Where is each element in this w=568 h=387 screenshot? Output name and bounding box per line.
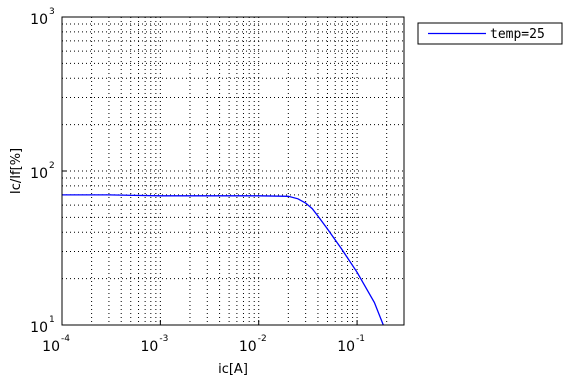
y-tick-base: 10: [30, 166, 48, 182]
plot-frame: [61, 16, 405, 326]
x-tick-exponent: -4: [61, 334, 70, 344]
y-tick-label: 10 1: [30, 315, 67, 336]
y-axis-label: Ic/If[%]: [9, 148, 24, 194]
x-tick-label: 10 -4: [42, 320, 70, 355]
x-tick-base: 10: [337, 339, 355, 355]
x-tick-base: 10: [239, 339, 257, 355]
legend-box: [417, 22, 563, 45]
legend-label-temp-25: temp=25: [490, 27, 545, 42]
x-axis-label: ic[A]: [218, 362, 248, 377]
y-tick-exponent: 2: [49, 161, 55, 171]
y-tick-label: 10 2: [30, 161, 67, 182]
y-tick-label: 10 3: [30, 7, 67, 28]
x-tick-exponent: -2: [258, 334, 267, 344]
series-line-temp-25: [62, 194, 384, 326]
y-tick-exponent: 1: [49, 315, 55, 325]
y-tick-base: 10: [30, 12, 48, 28]
x-tick-exponent: -1: [356, 334, 365, 344]
x-tick-base: 10: [141, 339, 159, 355]
tick-labels: 10 -4 10 -3 10 -2 10 -110 110 210 3: [30, 7, 365, 355]
legend: temp=25: [417, 22, 563, 45]
y-tick-base: 10: [30, 320, 48, 336]
x-tick-base: 10: [42, 339, 60, 355]
x-tick-exponent: -3: [159, 334, 168, 344]
series-layer: [62, 194, 384, 326]
x-tick-label: 10 -2: [239, 320, 267, 355]
x-tick-label: 10 -3: [141, 320, 168, 355]
grid-lines: [62, 17, 404, 325]
x-tick-label: 10 -1: [337, 320, 365, 355]
y-tick-exponent: 3: [49, 7, 55, 17]
